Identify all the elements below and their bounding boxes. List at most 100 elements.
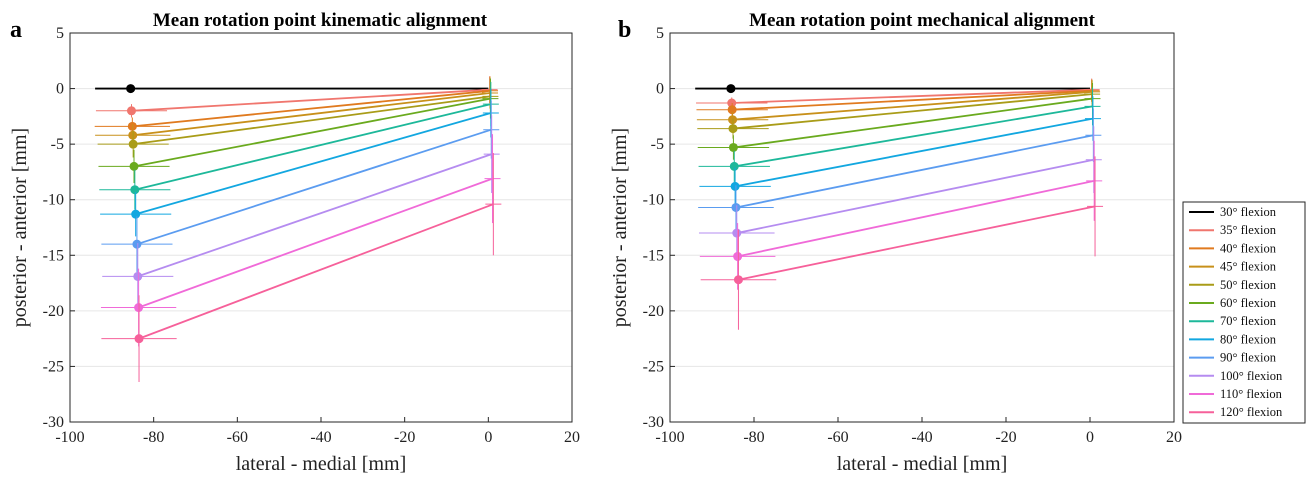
- series-line: [734, 117, 1094, 188]
- lateral-point: [126, 106, 136, 116]
- series-line: [736, 158, 1094, 234]
- panel-b-chart: b Mean rotation point mechanical alignme…: [609, 10, 1182, 475]
- panel-b-letter: b: [618, 17, 631, 43]
- legend-box: [1182, 201, 1306, 424]
- panel-b-y-axis-label: posterior - anterior [mm]: [609, 128, 631, 327]
- y-tick-label: -10: [43, 192, 64, 209]
- panel-b-title: Mean rotation point mechanical alignment: [749, 10, 1096, 31]
- lateral-point: [730, 181, 740, 191]
- legend-label: 45° flexion: [1220, 260, 1277, 274]
- series-line: [734, 105, 1093, 168]
- lateral-point: [131, 209, 141, 219]
- series-line: [737, 179, 1095, 258]
- y-tick-label: -5: [51, 136, 64, 153]
- series-1: [695, 84, 1090, 94]
- panel-a-series: [94, 76, 502, 382]
- series-4: [696, 79, 1101, 128]
- lateral-point: [733, 275, 743, 285]
- series-line: [732, 93, 1093, 130]
- y-tick-label: -15: [43, 247, 64, 264]
- x-tick-label: -40: [310, 429, 331, 446]
- lateral-point: [732, 228, 742, 238]
- y-tick-label: -25: [43, 358, 64, 375]
- lateral-point: [132, 239, 142, 249]
- series-line: [733, 97, 1093, 149]
- lateral-point: [128, 139, 138, 149]
- series-line: [133, 95, 491, 146]
- series-3: [696, 79, 1100, 117]
- panel-b-axes-frame: [669, 32, 1175, 423]
- y-tick-label: -30: [643, 414, 664, 431]
- panel-a-y-axis-label: posterior - anterior [mm]: [9, 128, 31, 327]
- y-tick-label: -10: [643, 192, 664, 209]
- series-line: [138, 177, 493, 309]
- y-tick-label: -30: [43, 414, 64, 431]
- series-line: [131, 88, 490, 112]
- x-tick-label: -100: [55, 429, 84, 446]
- x-tick-label: -20: [394, 429, 415, 446]
- series-11: [699, 140, 1103, 290]
- series-line: [135, 112, 492, 216]
- legend-label: 80° flexion: [1220, 332, 1277, 346]
- lateral-point: [126, 84, 136, 94]
- series-line: [132, 92, 491, 137]
- series-6: [697, 83, 1101, 160]
- series-line: [731, 88, 1092, 104]
- series-line: [136, 128, 492, 246]
- lateral-point: [733, 251, 743, 261]
- y-tick-label: -20: [643, 303, 664, 320]
- legend-label: 90° flexion: [1220, 351, 1277, 365]
- legend: 30° flexion 35° flexion 40° flexion 45° fle…: [1182, 201, 1306, 424]
- y-tick-label: -25: [643, 358, 664, 375]
- lateral-point: [129, 161, 139, 171]
- y-tick-label: 5: [656, 25, 664, 42]
- series-line: [133, 97, 491, 168]
- panel-b-series: [695, 78, 1104, 330]
- lateral-point: [731, 202, 741, 212]
- x-tick-label: 20: [564, 429, 580, 446]
- lateral-point: [133, 271, 143, 281]
- x-tick-label: -80: [143, 429, 164, 446]
- legend-label: 40° flexion: [1220, 241, 1277, 255]
- x-tick-label: -20: [995, 429, 1016, 446]
- legend-label: 70° flexion: [1220, 314, 1277, 328]
- y-tick-label: 5: [56, 25, 64, 42]
- series-line: [138, 203, 494, 340]
- lateral-point: [130, 185, 140, 195]
- panel-a-grid: [70, 32, 572, 423]
- series-line: [732, 91, 1093, 121]
- lateral-point: [727, 105, 737, 115]
- x-tick-label: -40: [911, 429, 932, 446]
- panel-a-letter: a: [10, 17, 22, 43]
- panel-a-x-axis-label: lateral - medial [mm]: [236, 453, 406, 475]
- legend-label: 60° flexion: [1220, 296, 1277, 310]
- series-line: [137, 153, 492, 278]
- legend-label: 120° flexion: [1220, 405, 1283, 419]
- panel-a-ticks: 5 0 -5 -10 -15 -20 -25 -30-100 -80 -60 -40 -20 0 20: [43, 25, 580, 446]
- series-9: [101, 100, 500, 272]
- series-line: [735, 134, 1094, 209]
- panel-b-ticks: 5 0 -5 -10 -15 -20 -25 -30-100 -80 -60 -40 -20 0 20: [643, 25, 1182, 446]
- panel-a-chart: a Mean rotation point kinematic alignmen…: [9, 10, 580, 475]
- series-line: [732, 89, 1092, 111]
- series-line: [132, 89, 491, 128]
- lateral-point: [134, 334, 144, 344]
- legend-label: 100° flexion: [1220, 369, 1283, 383]
- series-7: [698, 87, 1101, 182]
- lateral-point: [728, 124, 738, 134]
- series-line: [134, 103, 492, 191]
- y-tick-label: -20: [43, 303, 64, 320]
- series-1: [95, 84, 489, 94]
- series-5: [97, 78, 499, 158]
- x-tick-label: -80: [743, 429, 764, 446]
- series-12: [700, 156, 1104, 330]
- y-tick-label: 0: [56, 81, 64, 98]
- x-tick-label: -100: [655, 429, 684, 446]
- series-12: [101, 153, 502, 382]
- legend-label: 30° flexion: [1220, 205, 1277, 219]
- panel-b-x-axis-label: lateral - medial [mm]: [837, 453, 1007, 475]
- x-tick-label: 20: [1166, 429, 1182, 446]
- lateral-point: [728, 142, 738, 152]
- legend-label: 110° flexion: [1220, 387, 1283, 401]
